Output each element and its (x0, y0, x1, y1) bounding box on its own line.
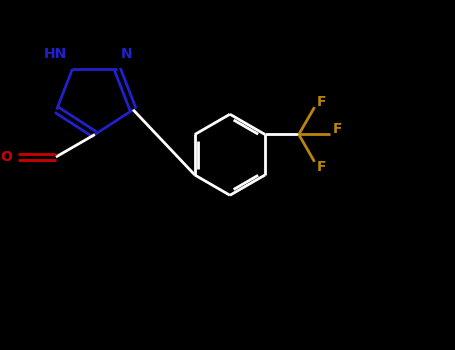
Text: O: O (0, 150, 12, 164)
Text: F: F (317, 160, 326, 174)
Text: HN: HN (44, 47, 67, 61)
Text: F: F (317, 95, 326, 109)
Text: F: F (332, 122, 342, 136)
Text: N: N (121, 47, 132, 61)
